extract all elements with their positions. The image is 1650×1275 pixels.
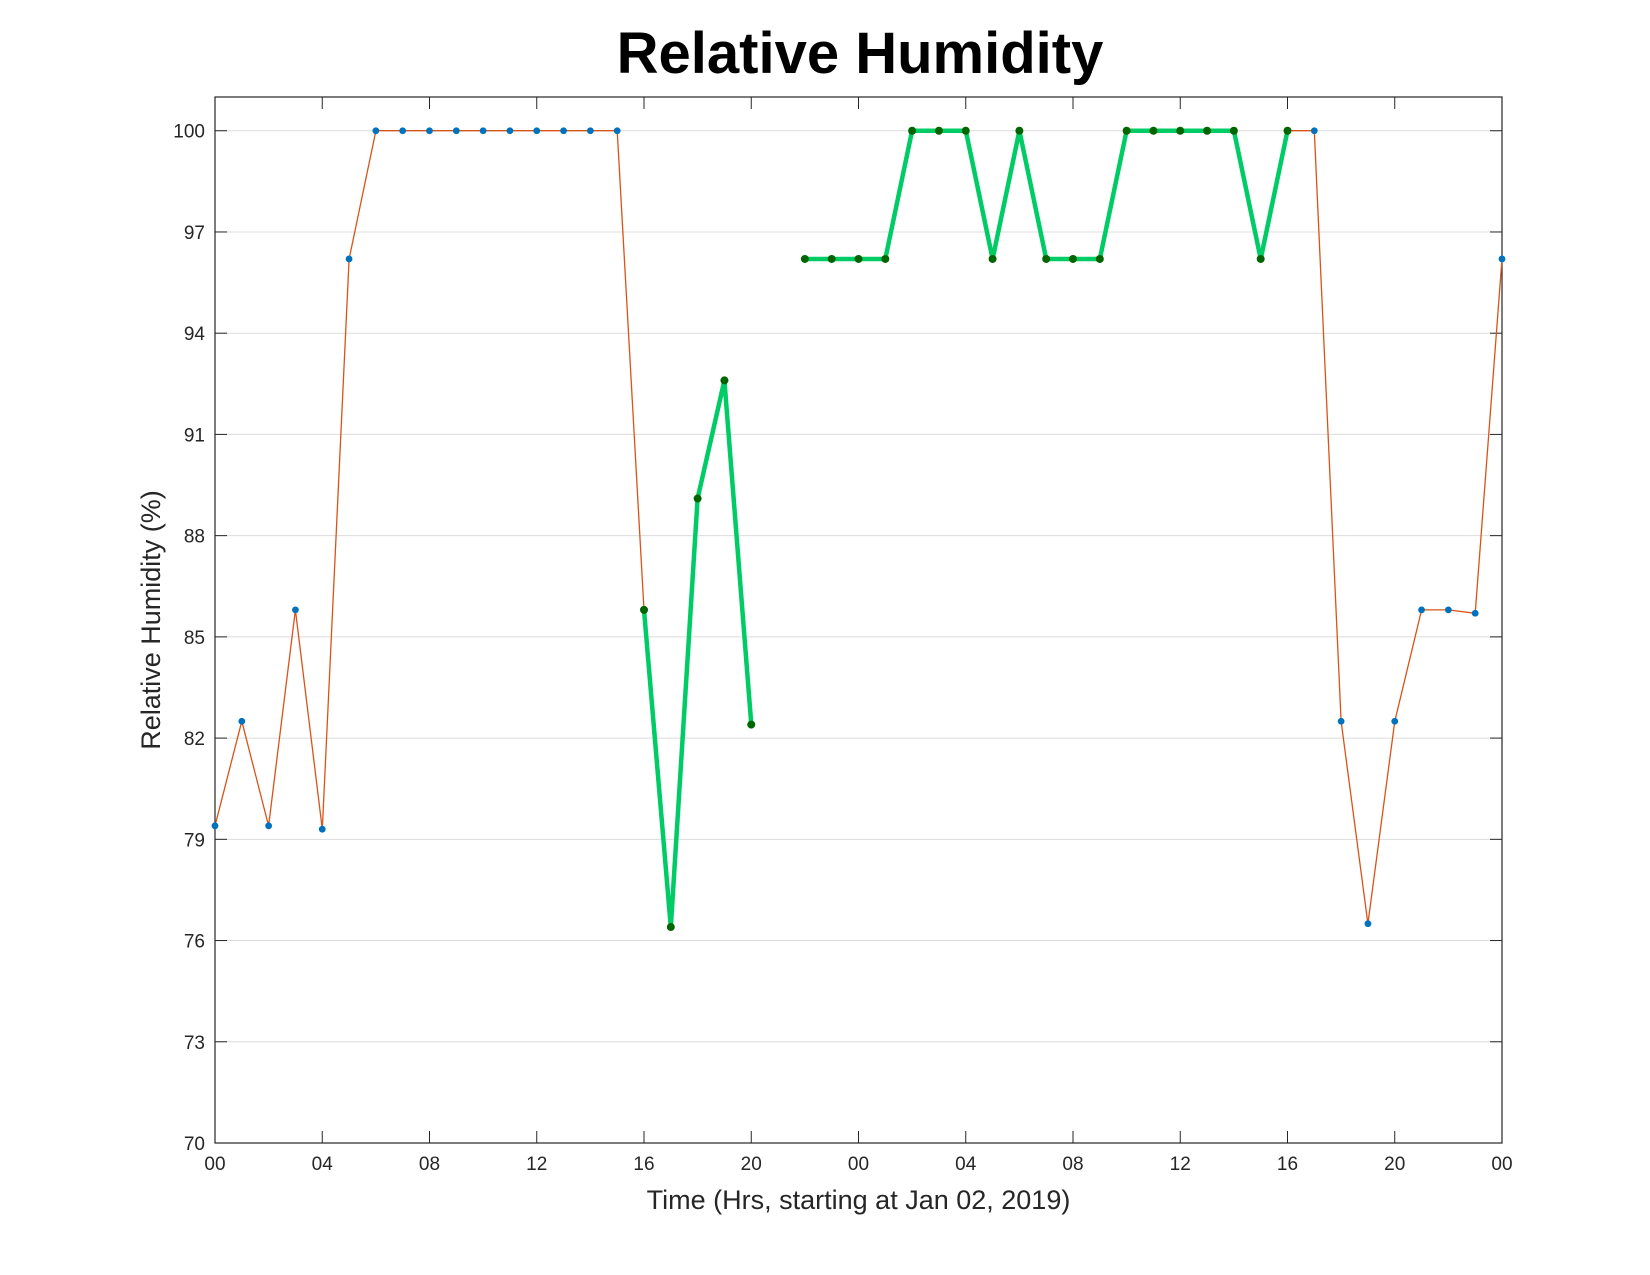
base-series-point [318, 825, 326, 833]
y-axis-label: Relative Humidity (%) [136, 490, 166, 750]
grid-lines [215, 130, 1502, 1043]
highlight-series-point [666, 923, 675, 932]
base-series-point [1471, 609, 1479, 617]
x-tick-label: 16 [1277, 1154, 1298, 1175]
series-markers [211, 126, 1506, 932]
highlight-series-point [1015, 126, 1024, 135]
highlight-series-point [1229, 126, 1238, 135]
highlight-series-point [1176, 126, 1185, 135]
x-tick-label: 00 [204, 1154, 225, 1175]
highlight-series-point [720, 376, 729, 385]
x-tick-label: 08 [419, 1154, 440, 1175]
y-tick-label: 70 [184, 1134, 205, 1155]
base-series-point [1337, 717, 1345, 725]
highlight-series-point [881, 254, 890, 263]
base-series-line [214, 130, 752, 928]
highlight-series-point [934, 126, 943, 135]
base-series-point [399, 127, 407, 135]
highlight-series-point [1203, 126, 1212, 135]
highlight-series-point [747, 720, 756, 729]
highlight-series-point [1256, 254, 1265, 263]
highlight-series-point [640, 605, 648, 614]
x-tick-label: 12 [526, 1154, 547, 1175]
base-series-point [452, 127, 460, 135]
x-tick-label: 00 [1491, 1154, 1512, 1175]
highlight-series-point [1069, 254, 1077, 263]
highlight-series-point [1122, 126, 1131, 135]
y-tick-label: 88 [184, 527, 205, 548]
y-tick-label: 91 [184, 425, 205, 446]
base-series-point [1364, 920, 1372, 928]
base-series-point [292, 606, 299, 614]
y-tick-label: 73 [184, 1033, 205, 1054]
plot-frame [214, 96, 1503, 1144]
base-series-point [211, 822, 219, 830]
highlight-series-point [800, 254, 809, 263]
highlight-series-point [1149, 126, 1158, 135]
x-tick-label: 20 [741, 1154, 762, 1175]
base-series-point [1498, 255, 1506, 263]
highlight-series-line [804, 128, 1290, 262]
base-series-point [1444, 606, 1452, 614]
y-tick-label: 85 [184, 628, 205, 649]
base-series-point [1418, 606, 1425, 614]
base-series-point [238, 717, 246, 725]
base-series-point [1391, 717, 1399, 725]
base-series-point [506, 127, 514, 135]
highlight-series-point [961, 126, 970, 135]
y-tick-label: 79 [184, 830, 205, 851]
base-series-line [804, 130, 1503, 925]
x-tick-label: 04 [312, 1154, 334, 1175]
base-series-point [613, 127, 621, 135]
x-axis-label: Time (Hrs, starting at Jan 02, 2019) [647, 1185, 1071, 1215]
y-tick-label: 100 [173, 122, 205, 143]
base-series-point [479, 127, 487, 135]
y-tick-label: 94 [184, 324, 206, 345]
x-tick-label: 08 [1062, 1154, 1083, 1175]
x-tick-label: 16 [633, 1154, 654, 1175]
base-series-point [560, 127, 567, 135]
highlight-series-point [908, 126, 917, 135]
base-series-point [1310, 127, 1318, 135]
series-lines [214, 128, 1503, 930]
highlight-series-line [641, 378, 754, 930]
y-tick-label: 82 [184, 729, 205, 750]
base-series-point [345, 255, 353, 263]
base-series-point [533, 127, 541, 135]
highlight-series-point [693, 494, 702, 503]
base-series-point [586, 127, 594, 135]
x-tick-label: 00 [848, 1154, 869, 1175]
axis-ticks: 70 73 76 79 82 85 88 91 94 97 100 00 04 08 12 16 20 00 04 0… [173, 97, 1513, 1175]
highlight-series-point [1095, 254, 1104, 263]
y-tick-label: 76 [184, 932, 205, 953]
x-tick-label: 12 [1170, 1154, 1191, 1175]
base-series-point [265, 822, 273, 830]
x-tick-label: 04 [955, 1154, 977, 1175]
y-tick-label: 97 [184, 223, 205, 244]
highlight-series-point [827, 254, 836, 263]
highlight-series-point [1042, 254, 1051, 263]
chart-title: Relative Humidity [616, 21, 1104, 86]
x-tick-label: 20 [1384, 1154, 1405, 1175]
highlight-series-point [1283, 126, 1292, 135]
base-series-point [372, 127, 380, 135]
base-series-point [426, 127, 433, 135]
highlight-series-point [988, 254, 997, 263]
highlight-series-point [854, 254, 863, 263]
